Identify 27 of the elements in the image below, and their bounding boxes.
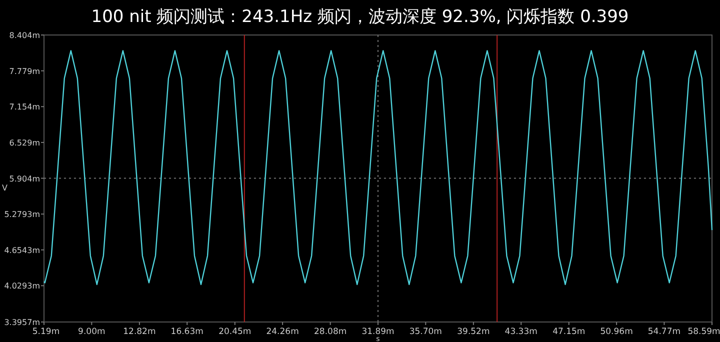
y-tick-label: 6.529m — [9, 138, 40, 148]
y-tick-label: 7.154m — [9, 102, 40, 112]
y-tick-label: 3.3957m — [4, 318, 40, 327]
x-tick-label: 20.45m — [218, 327, 252, 337]
x-tick-label: 12.82m — [123, 327, 156, 337]
x-tick-label: 35.70m — [409, 327, 442, 337]
x-tick-label: 24.26m — [266, 327, 299, 337]
x-tick-label: 50.96m — [600, 327, 633, 337]
x-tick-label: 28.08m — [314, 327, 347, 337]
y-tick-label: 7.779m — [9, 66, 40, 76]
y-tick-label: 8.404m — [9, 31, 40, 40]
y-axis-title: V — [2, 184, 8, 192]
y-tick-label: 4.0293m — [4, 282, 40, 291]
x-tick-label: 47.15m — [552, 327, 586, 337]
x-tick-label: 58.59m — [688, 327, 720, 337]
y-tick-label: 5.904m — [9, 174, 40, 184]
x-tick-label: 16.63m — [170, 327, 204, 337]
x-tick-label: 5.19m — [32, 327, 60, 337]
y-tick-label: 4.6543m — [4, 246, 40, 255]
x-tick-label: 54.77m — [648, 327, 681, 337]
y-tick-label: 5.2793m — [4, 210, 40, 220]
x-tick-label: 39.52m — [457, 327, 490, 337]
line-series — [43, 50, 713, 286]
x-tick-label: 43.33m — [504, 327, 538, 337]
x-tick-label: 31.89m — [362, 327, 394, 337]
x-tick-label: 9.00m — [78, 327, 106, 337]
chart-title: 100 nit 频闪测试：243.1Hz 频闪，波动深度 92.3%, 闪烁指数 0.399 — [91, 7, 629, 27]
